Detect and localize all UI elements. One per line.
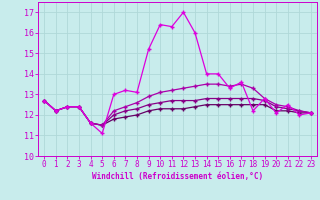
X-axis label: Windchill (Refroidissement éolien,°C): Windchill (Refroidissement éolien,°C): [92, 172, 263, 181]
